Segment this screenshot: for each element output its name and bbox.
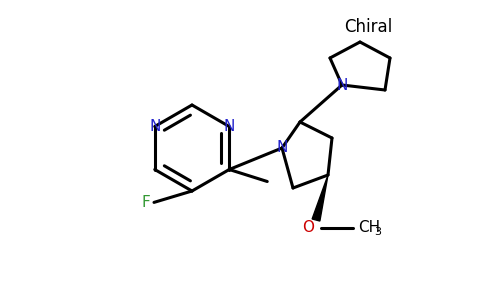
Text: Chiral: Chiral [344, 18, 392, 36]
Polygon shape [312, 175, 328, 221]
Text: N: N [336, 77, 348, 92]
Text: O: O [302, 220, 314, 236]
Text: N: N [276, 140, 287, 155]
Text: N: N [224, 119, 235, 134]
Text: F: F [142, 195, 151, 210]
Text: CH: CH [358, 220, 380, 236]
Text: N: N [149, 119, 161, 134]
Text: 3: 3 [374, 227, 381, 237]
